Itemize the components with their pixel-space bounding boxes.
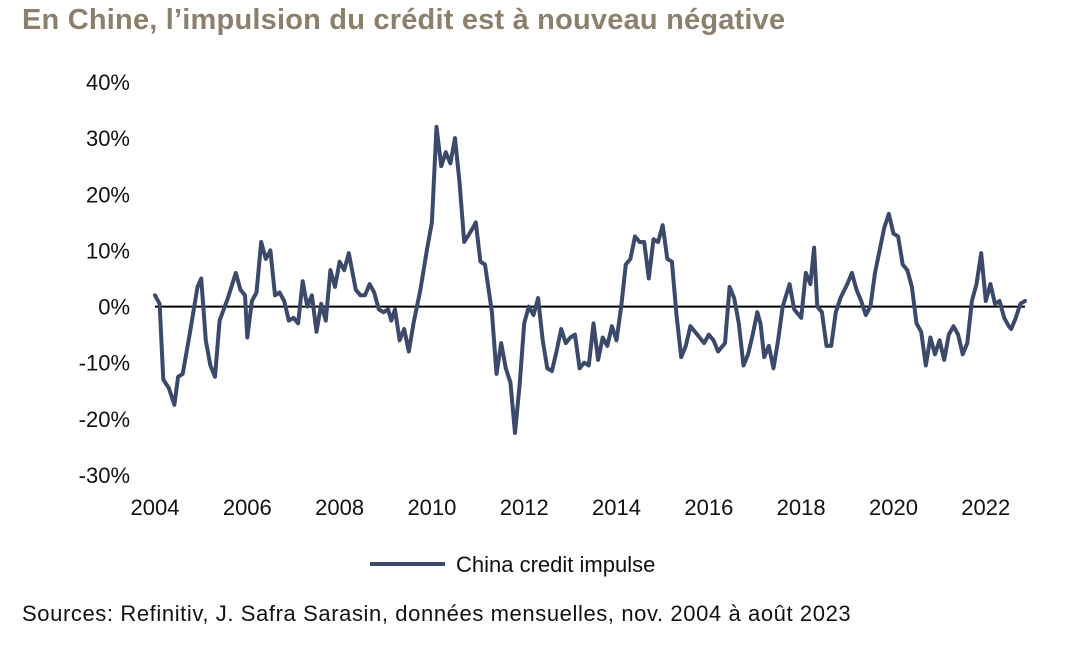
y-tick-label: 10% [86,238,130,263]
line-chart: 40%30%20%10%0%-10%-20%-30% 2004 2006 2008 2… [79,70,1027,577]
y-tick-label: -30% [79,463,130,488]
x-tick-label: 2012 [500,495,549,520]
x-tick-label: 2022 [961,495,1010,520]
y-tick-label: -20% [79,407,130,432]
x-tick-label: 2020 [869,495,918,520]
x-tick-label: 2014 [592,495,641,520]
y-tick-label: 0% [98,295,130,320]
legend-label: China credit impulse [456,552,655,577]
x-tick-label: 2004 [131,495,180,520]
y-axis: 40% 30% 20% 10% 0% -10% -20% -30% [79,70,130,488]
series-line-china-credit-impulse [153,124,1027,435]
legend: China credit impulse [370,552,655,577]
x-tick-label: 2006 [223,495,272,520]
chart-title: En Chine, l’impulsion du crédit est à no… [22,4,786,36]
y-tick-label: -10% [79,351,130,376]
x-tick-label: 2010 [407,495,456,520]
y-tick-label: 30% [86,126,130,151]
y-tick-label: 40% [86,70,130,95]
x-tick-label: 2016 [684,495,733,520]
y-tick-label: 20% [86,182,130,207]
x-axis: 2004 2006 2008 2010 2012 2014 2016 2018 2020 2022 [131,495,1011,520]
x-tick-label: 2008 [315,495,364,520]
source-note: Sources: Refinitiv, J. Safra Sarasin, do… [22,601,852,626]
x-tick-label: 2018 [777,495,826,520]
